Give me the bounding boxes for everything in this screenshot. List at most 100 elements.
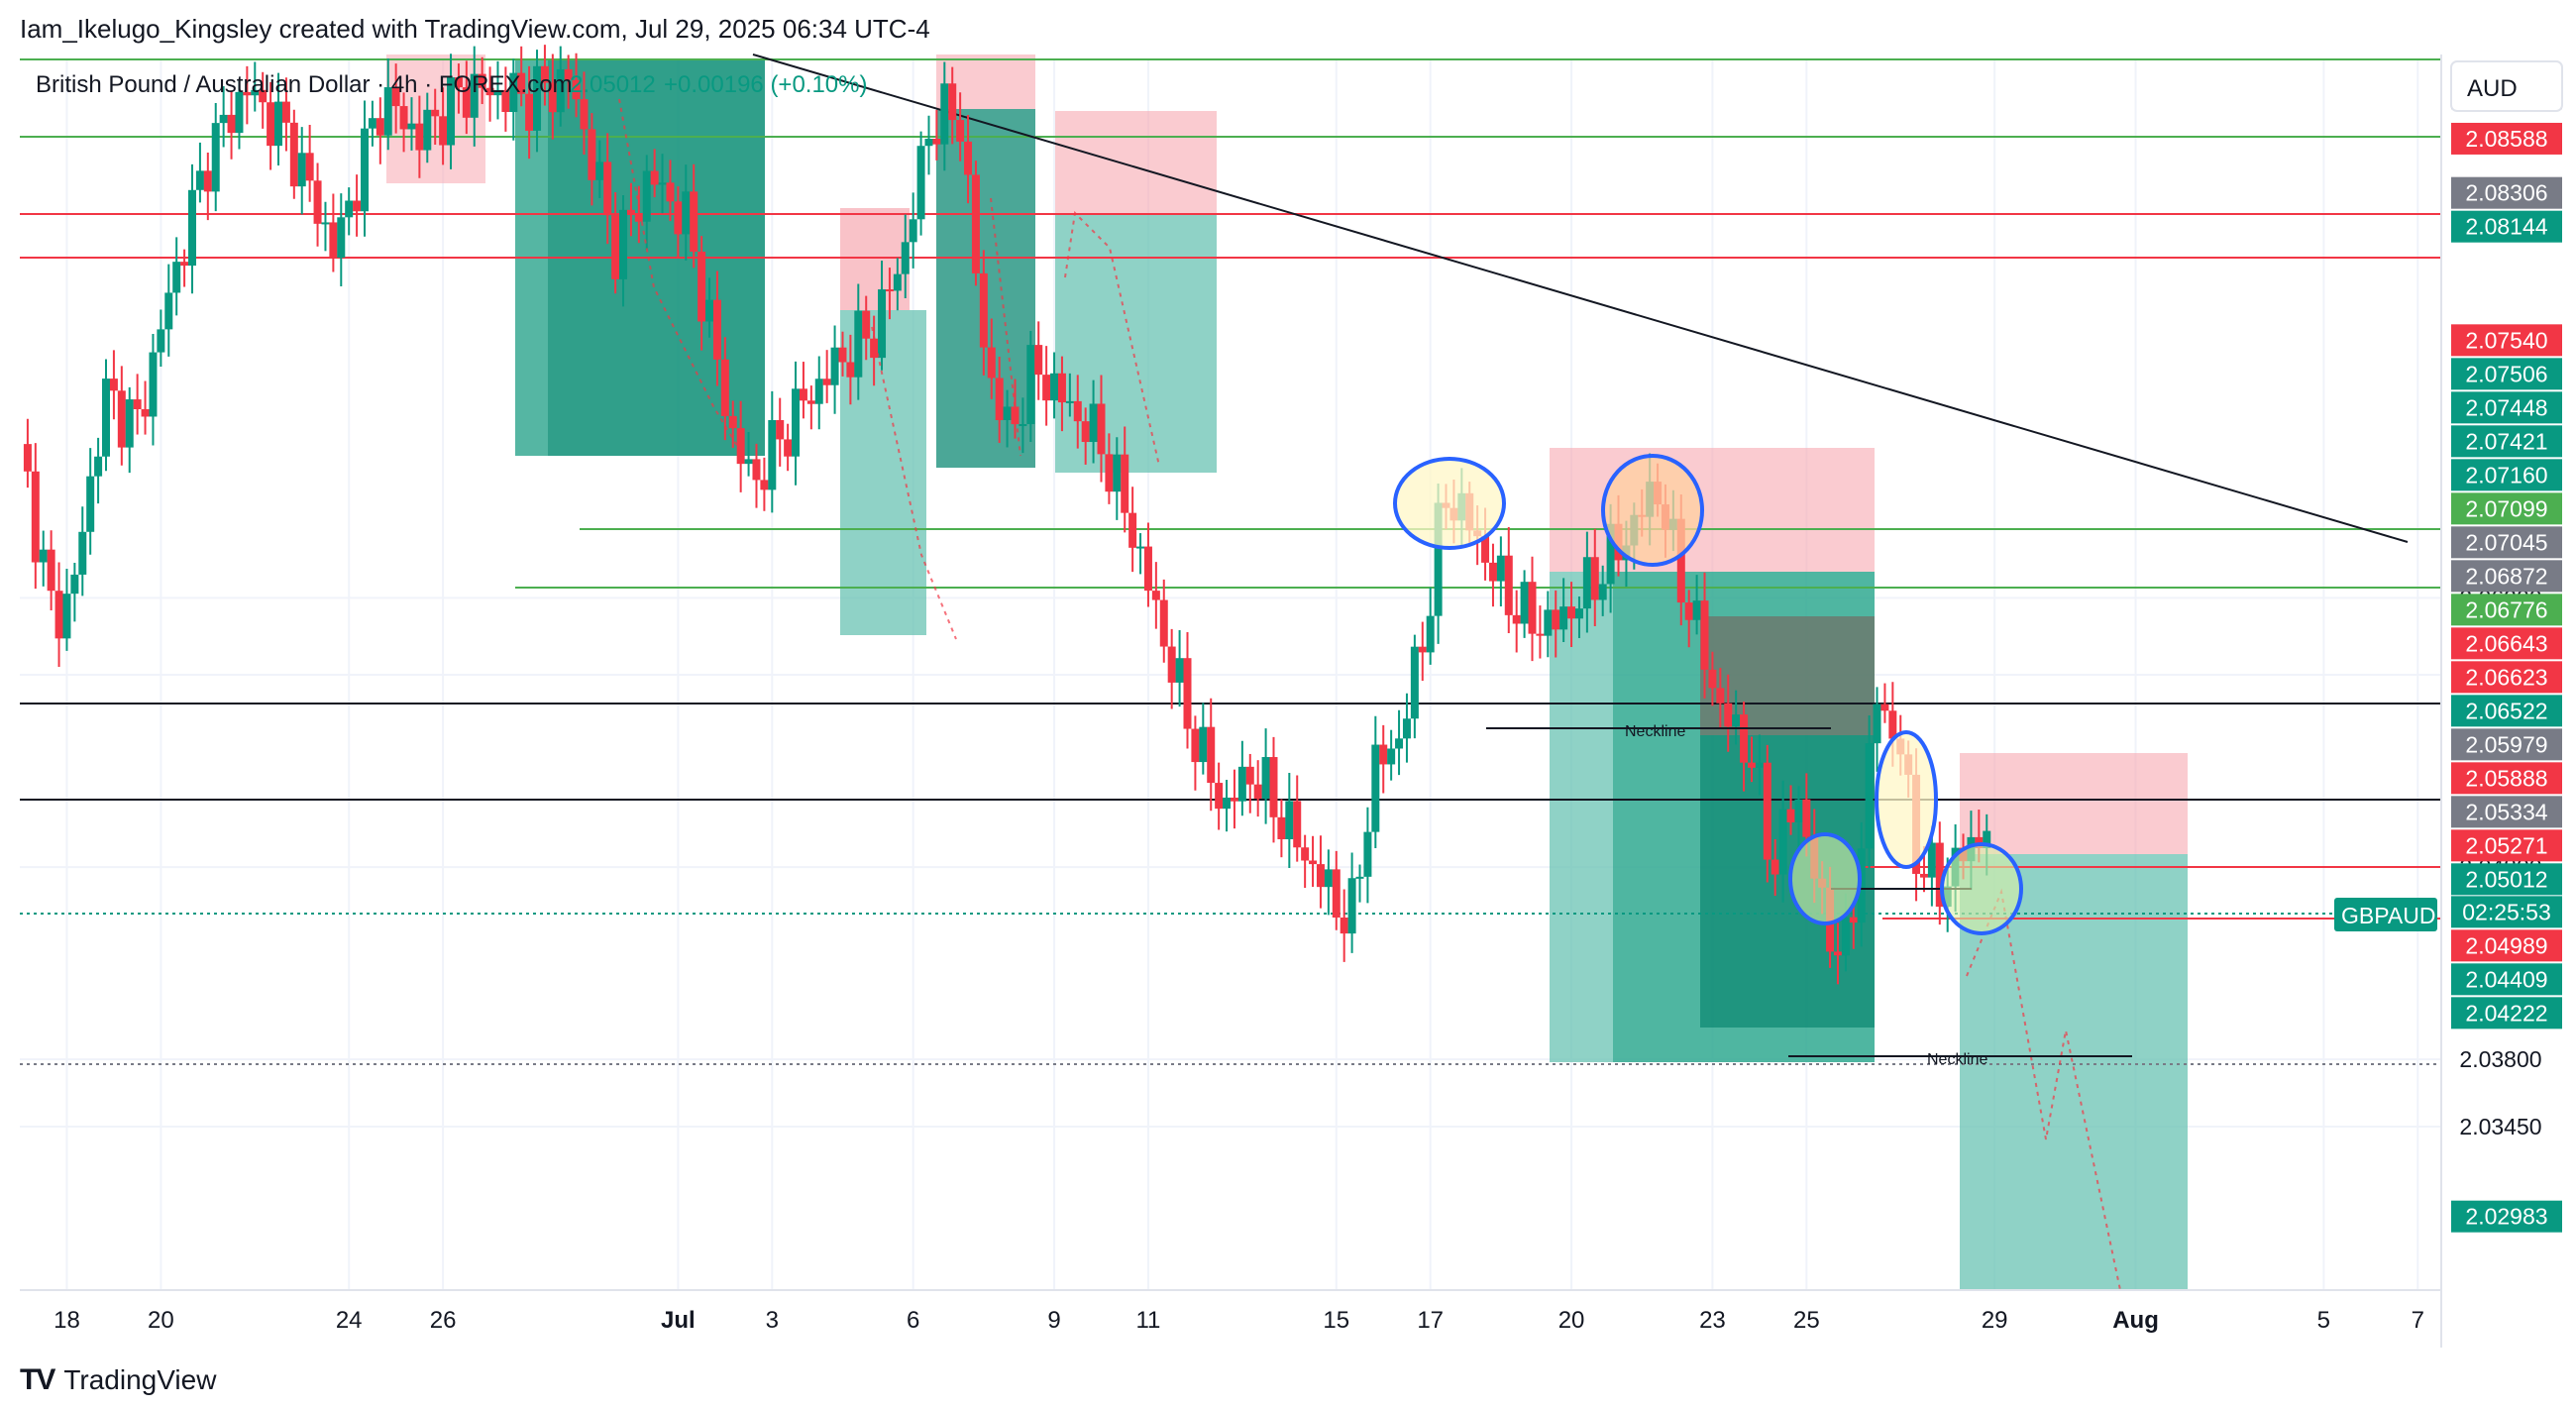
pattern-ellipse: [1788, 832, 1862, 925]
candle-body: [971, 174, 980, 273]
price-label-box: [2451, 929, 2562, 962]
x-tick-label: 25: [1793, 1307, 1820, 1334]
tradingview-logo-icon: TV: [20, 1363, 55, 1396]
candle-body: [776, 419, 785, 440]
candle-body: [1496, 555, 1505, 582]
candle-body: [964, 141, 973, 175]
candle-body: [932, 139, 941, 145]
price-label-box: [2451, 324, 2562, 357]
candle-body: [1857, 848, 1866, 923]
candle-body: [556, 68, 565, 113]
candle-body: [1544, 609, 1553, 636]
x-tick-label: 7: [2412, 1307, 2424, 1334]
candle-body: [1215, 783, 1224, 810]
candle-body: [1003, 406, 1012, 420]
candle-body: [54, 591, 63, 639]
candle-body: [23, 444, 32, 472]
candle-body: [1418, 646, 1427, 653]
candle-body: [1488, 562, 1497, 582]
price-label-box: [2451, 526, 2562, 559]
highlight-ellipses[interactable]: [1393, 454, 2023, 935]
price-label-box: [2451, 627, 2562, 660]
candle-body: [517, 72, 526, 94]
candle-body: [1763, 762, 1771, 860]
candle-body: [885, 289, 894, 292]
candle-body: [1128, 512, 1137, 548]
x-tick-label: 11: [1135, 1307, 1160, 1334]
candle-body: [1574, 608, 1583, 619]
candle-body: [572, 79, 581, 100]
x-tick-label: 20: [1558, 1307, 1585, 1334]
price-label-text: 2.05012: [2465, 866, 2547, 892]
projection-path: [1966, 888, 2121, 1291]
candle-body: [1050, 373, 1059, 401]
x-tick-label: 5: [2317, 1307, 2330, 1334]
x-tick-label: 24: [336, 1307, 363, 1334]
price-label-text: 2.07045: [2465, 529, 2547, 555]
candle-body: [540, 65, 549, 83]
currency-button[interactable]: [2450, 60, 2563, 112]
candle-body: [227, 114, 236, 134]
candle-body: [956, 120, 965, 142]
candle-body: [345, 200, 354, 218]
candle-body: [141, 409, 150, 417]
symbol-legend: British Pound / Australian Dollar · 4h ·…: [36, 71, 573, 98]
candle-body: [78, 531, 87, 575]
candle-body: [650, 170, 659, 185]
candle-body: [1520, 582, 1529, 624]
neckline-markers: Neckline Neckline: [1486, 723, 2132, 1068]
candle-body: [109, 379, 118, 391]
x-tick-label: 9: [1047, 1307, 1060, 1334]
candle-body: [784, 439, 793, 457]
sl-zone: [1055, 111, 1217, 213]
neckline-label: Neckline: [1927, 1051, 1987, 1068]
projection-path: [990, 197, 1021, 457]
candle-body: [1865, 743, 1874, 849]
candle-body: [1426, 615, 1435, 653]
x-tick-label: Jul: [661, 1307, 696, 1334]
candle-body: [1888, 710, 1897, 739]
price-label-text: 2.06643: [2465, 630, 2547, 656]
tradingview-brand[interactable]: TV TradingView: [20, 1363, 216, 1397]
candle-body: [1245, 766, 1254, 785]
candle-body: [337, 217, 346, 258]
price-label-box: [2451, 492, 2562, 525]
candle-body: [86, 476, 95, 532]
price-label-text: 2.07448: [2465, 394, 2547, 420]
candle-body: [1567, 606, 1576, 619]
price-label-text: 2.05271: [2465, 832, 2547, 858]
candle-body: [1802, 799, 1811, 837]
candle-body: [1151, 591, 1160, 600]
candle-body: [102, 379, 111, 457]
x-tick-label: 23: [1699, 1307, 1726, 1334]
candle-body: [760, 480, 769, 490]
candle-body: [744, 459, 753, 465]
candle-body: [297, 153, 306, 187]
candle-body: [1849, 917, 1858, 923]
price-label-box: [2451, 863, 2562, 896]
candle-body: [705, 299, 714, 322]
candle-body: [1207, 726, 1216, 784]
candle-body: [439, 116, 448, 146]
candle-body: [1833, 951, 1842, 956]
candle-body: [1301, 847, 1310, 861]
candle-body: [1057, 373, 1066, 403]
candle-body: [1552, 609, 1560, 630]
candle-body: [533, 65, 542, 131]
candle-body: [948, 83, 957, 121]
candle-body: [70, 574, 79, 595]
price-label-box: [2451, 796, 2562, 828]
candle-body: [1316, 864, 1325, 888]
candle-body: [1113, 454, 1122, 492]
price-label-text: 2.06522: [2465, 698, 2547, 723]
sl-zone: [1960, 753, 2188, 854]
candle-body: [1582, 557, 1591, 609]
candle-body: [267, 102, 275, 147]
candle-body: [1309, 860, 1318, 865]
candle-body: [814, 379, 823, 404]
candle-body: [1732, 714, 1741, 727]
x-tick-label: 6: [907, 1307, 919, 1334]
candle-body: [548, 82, 557, 113]
candle-body: [259, 89, 268, 103]
